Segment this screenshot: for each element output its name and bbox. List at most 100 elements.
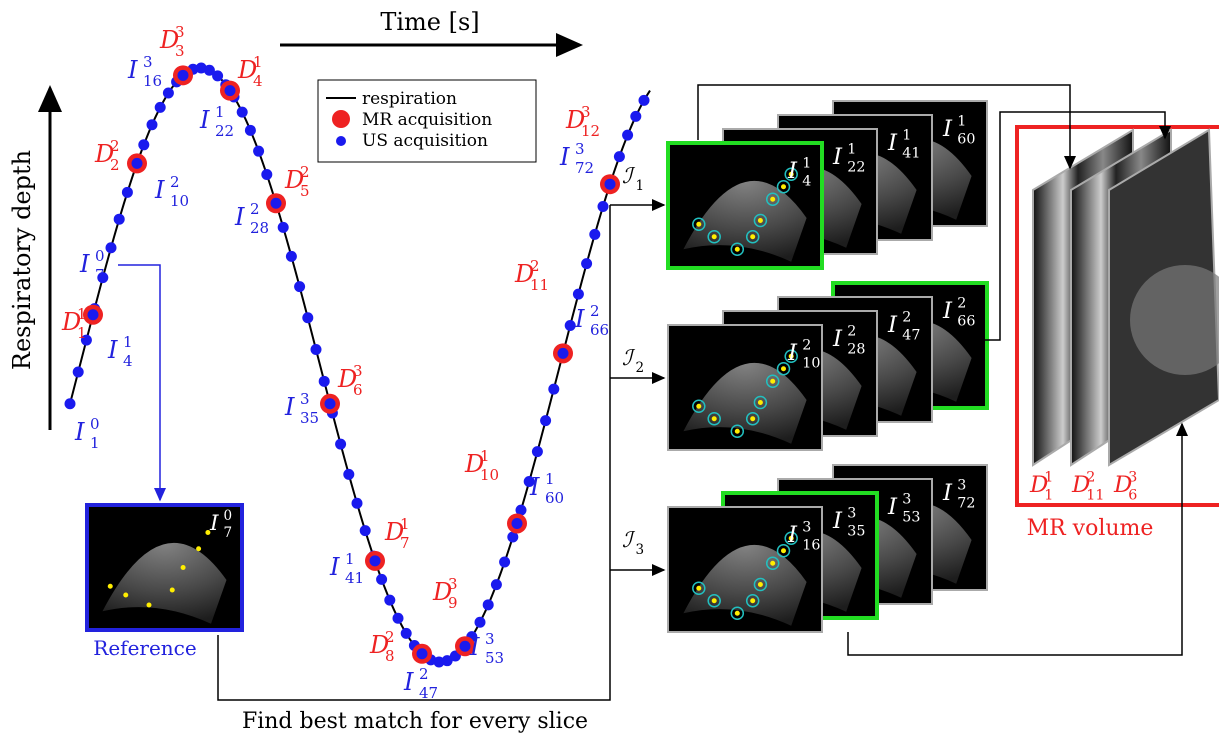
landmark [696,404,701,409]
label-sub: 28 [847,342,865,358]
landmark [712,598,717,603]
us-dot [212,70,223,81]
us-dot [278,222,289,233]
landmark [770,379,775,384]
label-sup: 2 [250,200,260,218]
label-sup: 3 [448,575,458,593]
us-dot [475,617,486,628]
label-base: I [199,106,210,134]
landmark [781,548,786,553]
label-sub: 22 [847,160,865,176]
us-dot [558,348,569,359]
label-sub: 1 [636,178,645,194]
us-dot [155,102,166,113]
label-sup: 3 [300,390,310,408]
landmark [712,416,717,421]
us-dot [630,111,641,122]
landmark [781,184,786,189]
landmark [735,247,740,252]
label-sub: 12 [581,122,600,140]
landmark [108,584,113,589]
label-sub: 11 [1086,488,1104,504]
label-base: I [942,116,953,142]
label-sub: 66 [590,321,609,339]
legend-mr [332,110,350,128]
label-sup: 2 [300,163,310,181]
us-dot [376,574,387,585]
label-sub: 72 [575,159,594,177]
us-dot [343,469,354,480]
us-dot [491,579,502,590]
us-dot [325,398,336,409]
us-dot [261,169,272,180]
label-base: I [787,158,798,184]
label-sub: 1 [90,434,100,452]
label-sub: 53 [902,510,920,526]
landmark [735,611,740,616]
depth-label: Respiratory depth [8,150,36,370]
us-dot [225,85,236,96]
label-base: I [942,480,953,506]
label-base: ℐ [622,346,636,371]
label-sup: 2 [385,628,395,646]
us-dot [88,309,99,320]
us-dot [319,376,330,387]
label-sup: 3 [847,506,856,522]
label-sup: 1 [480,447,490,465]
label-base: I [529,473,540,501]
legend-entry: respiration [362,89,457,109]
us-dot [271,198,282,209]
label-sup: 1 [802,156,811,172]
us-dot [460,641,471,652]
label-base: I [787,340,798,366]
label-base: I [154,176,165,204]
label-sub: 41 [902,146,920,162]
label-sup: 0 [90,415,100,433]
label-sub: 10 [802,356,820,372]
us-dot [352,498,363,509]
us-dot [106,242,117,253]
us-dot [573,289,584,300]
label-sub: 60 [545,489,564,507]
us-dot [114,214,125,225]
landmark [696,586,701,591]
diagram: Time [s] Respiratory depth I01D11I14I07D… [0,0,1219,738]
label-sub: 11 [530,276,549,294]
label-sup: 1 [545,470,555,488]
caption: Find best match for every slice [242,709,588,734]
label-sub: 28 [250,219,269,237]
landmark [750,416,755,421]
label-sup: 2 [110,137,120,155]
label-sub: 16 [802,538,820,554]
label-sub: 3 [636,542,645,558]
landmark [712,234,717,239]
label-sub: 41 [345,569,364,587]
label-sup: 2 [1086,470,1095,486]
us-dot [237,107,248,118]
label-sup: 3 [957,478,966,494]
us-dot [614,151,625,162]
landmark [750,234,755,239]
label-base: ℐ [622,164,636,189]
label-sup: 1 [345,550,355,568]
label-base: I [887,312,898,338]
label-sub: 47 [902,328,920,344]
label-sup: 3 [353,362,363,380]
label-sub: 4 [253,72,263,90]
label-sup: 2 [590,302,600,320]
landmark [770,197,775,202]
us-dot [294,281,305,292]
us-dot [532,446,543,457]
us-dot [360,525,371,536]
ref-arrow [118,265,160,500]
us-dot [393,613,404,624]
label-sub: 66 [957,314,975,330]
label-base: I [887,130,898,156]
label-sub: 4 [123,352,133,370]
label-sup: 2 [902,310,911,326]
legend-entry: US acquisition [362,131,488,151]
label-sub: 7 [95,266,105,284]
label-base: I [942,298,953,324]
label-sup: 3 [581,103,591,121]
